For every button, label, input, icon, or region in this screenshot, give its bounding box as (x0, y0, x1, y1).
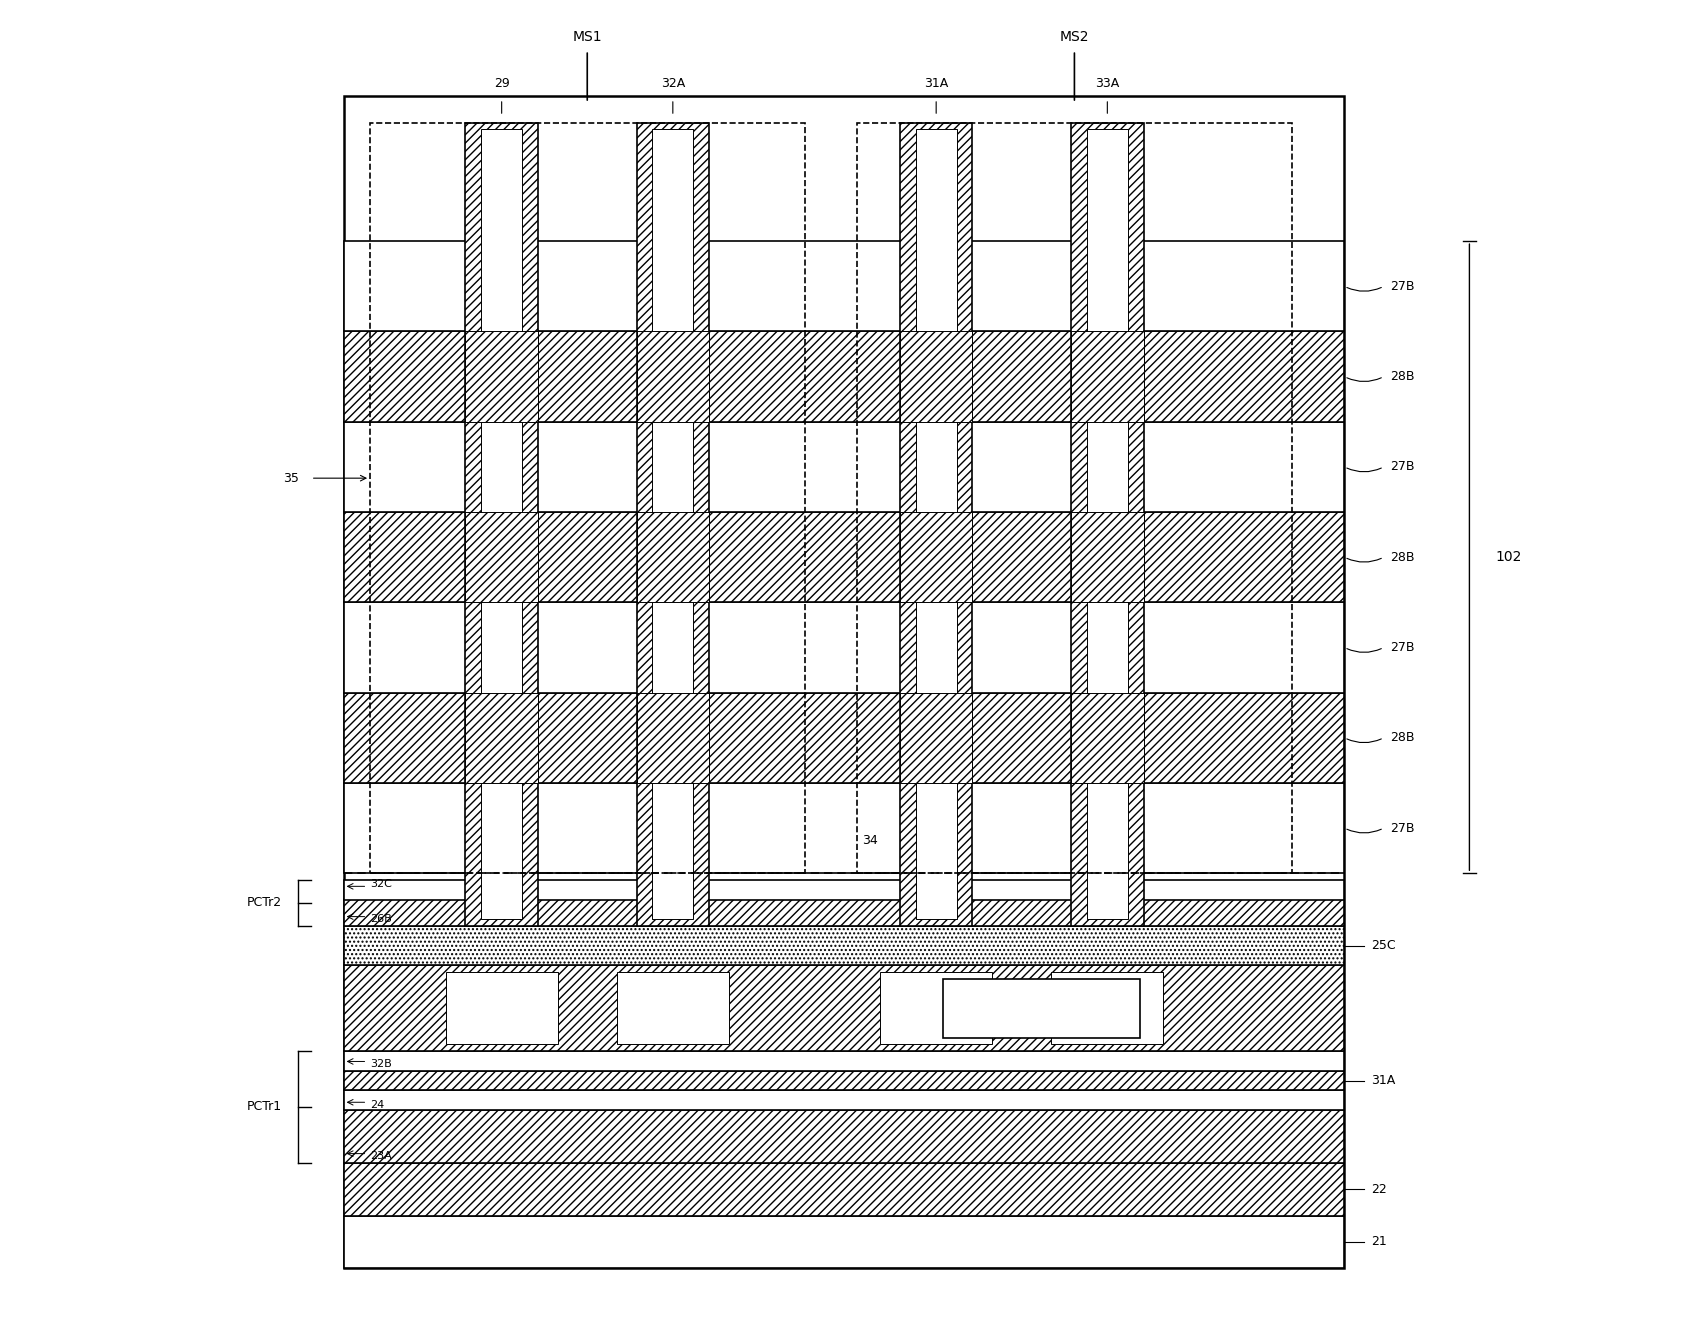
Bar (466, 693, 538, 783)
Bar (344, 511, 1344, 603)
Bar (1087, 130, 1128, 920)
Text: 25C: 25C (1371, 939, 1396, 953)
Bar (344, 900, 1344, 926)
Bar (344, 603, 1344, 693)
Bar (344, 966, 1344, 1051)
Bar (1072, 331, 1143, 421)
Bar (636, 331, 709, 421)
Bar (466, 511, 538, 603)
Text: 21: 21 (1371, 1235, 1386, 1248)
Text: 24: 24 (370, 1100, 385, 1110)
Text: 26B: 26B (370, 914, 392, 925)
Bar (879, 973, 993, 1044)
Bar (636, 123, 709, 926)
Text: 33A: 33A (1096, 77, 1119, 90)
Text: 27B: 27B (1391, 280, 1415, 293)
Bar (636, 693, 709, 783)
Bar (1072, 123, 1143, 926)
Bar (344, 783, 1344, 873)
Bar (616, 973, 729, 1044)
Bar (944, 978, 1141, 1037)
Bar (344, 1090, 1344, 1110)
Bar (653, 130, 694, 920)
Text: 102: 102 (1496, 550, 1523, 564)
Bar (344, 241, 1344, 331)
Bar (481, 130, 522, 920)
Text: 33B: 33B (1030, 1002, 1053, 1015)
Text: 32C: 32C (370, 878, 392, 889)
Bar (344, 1071, 1344, 1090)
Bar (344, 331, 1344, 421)
Bar (1052, 973, 1163, 1044)
Bar (900, 511, 972, 603)
Bar (370, 123, 805, 873)
Text: 28B: 28B (1391, 731, 1415, 745)
Bar (858, 123, 1291, 873)
Text: 32B: 32B (370, 1059, 392, 1069)
Bar (344, 693, 1344, 783)
Bar (446, 973, 557, 1044)
Bar (900, 331, 972, 421)
Text: 28B: 28B (1391, 370, 1415, 383)
Bar (900, 123, 972, 926)
Bar (466, 123, 538, 926)
Bar (344, 1163, 1344, 1215)
Bar (466, 331, 538, 421)
Bar (344, 97, 1344, 1268)
Bar (344, 880, 1344, 900)
Bar (636, 511, 709, 603)
Text: MS2: MS2 (1060, 30, 1089, 44)
Text: 27B: 27B (1391, 641, 1415, 655)
Text: 27B: 27B (1391, 822, 1415, 835)
Bar (900, 693, 972, 783)
Bar (1072, 693, 1143, 783)
Bar (917, 130, 957, 920)
Text: MS1: MS1 (572, 30, 603, 44)
Text: PCTr2: PCTr2 (246, 896, 282, 909)
Text: 35: 35 (284, 472, 299, 485)
Text: 22: 22 (1371, 1183, 1386, 1195)
Bar (344, 1110, 1344, 1163)
Text: 31A: 31A (1371, 1075, 1394, 1086)
Text: 27B: 27B (1391, 460, 1415, 473)
Bar (344, 1215, 1344, 1268)
Bar (344, 421, 1344, 511)
Text: 28B: 28B (1391, 551, 1415, 563)
Text: 29: 29 (495, 77, 510, 90)
Text: 23A: 23A (370, 1151, 392, 1161)
Text: 32A: 32A (660, 77, 685, 90)
Bar (344, 1051, 1344, 1071)
Bar (344, 926, 1344, 966)
Text: 34: 34 (863, 833, 878, 847)
Text: 31A: 31A (923, 77, 949, 90)
Text: PCTr1: PCTr1 (246, 1100, 282, 1113)
Bar (1072, 511, 1143, 603)
